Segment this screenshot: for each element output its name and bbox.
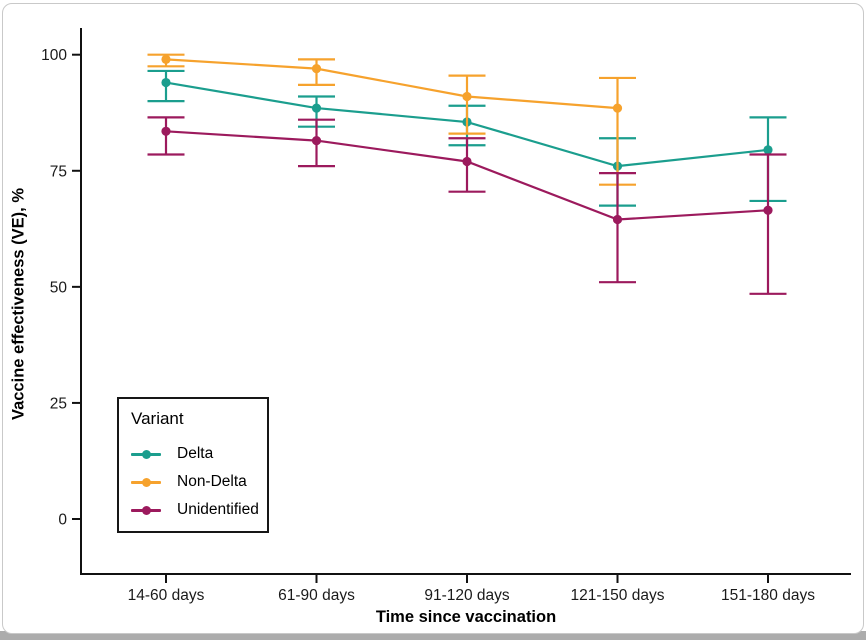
legend-label-unidentified: Unidentified <box>177 501 259 518</box>
data-point <box>161 126 171 136</box>
legend-entry-delta: Delta <box>131 440 255 468</box>
non-delta-line-marker-icon <box>131 477 161 487</box>
data-point <box>311 135 322 146</box>
delta-line-marker-icon <box>131 449 161 459</box>
legend: Variant Delta Non-Delta Unidentified <box>117 397 269 533</box>
x-tick-label: 14-60 days <box>128 587 205 604</box>
legend-entry-unidentified: Unidentified <box>131 496 259 524</box>
data-point <box>161 54 171 64</box>
x-tick-label: 61-90 days <box>278 587 355 604</box>
y-tick-label: 0 <box>58 512 67 529</box>
y-axis-title: Vaccine effectiveness (VE), % <box>9 187 28 421</box>
x-axis-title: Time since vaccination <box>375 608 557 626</box>
chart-canvas: 0 25 50 75 100 14-60 days 61-90 days 91-120 day… <box>41 28 851 604</box>
y-tick-label: 75 <box>50 163 67 180</box>
x-tick-label: 151-180 days <box>721 587 815 604</box>
y-tick-label: 25 <box>50 395 67 412</box>
legend-label-delta: Delta <box>177 445 214 462</box>
legend-label-non-delta: Non-Delta <box>177 473 247 490</box>
data-point <box>161 77 171 88</box>
chart-area: 0 25 50 75 100 14-60 days 61-90 days 91-120 day… <box>3 4 866 635</box>
y-tick-label: 50 <box>50 279 68 296</box>
data-point <box>311 64 322 74</box>
x-tick-label: 91-120 days <box>424 587 510 604</box>
data-point <box>612 214 623 225</box>
data-point <box>763 205 773 215</box>
x-tick-label: 121-150 days <box>571 587 665 604</box>
legend-entry-non-delta: Non-Delta <box>131 468 255 496</box>
data-point <box>763 145 773 155</box>
data-point <box>462 91 472 102</box>
unidentified-line-marker-icon <box>131 505 161 515</box>
data-point <box>612 103 623 113</box>
y-tick-label: 100 <box>41 47 67 64</box>
legend-title: Variant <box>131 409 184 428</box>
page-bottom-strip <box>0 631 866 640</box>
data-point <box>462 156 472 167</box>
data-point <box>311 103 322 113</box>
series-line <box>165 58 618 110</box>
figure-card: 0 25 50 75 100 14-60 days 61-90 days 91-120 day… <box>2 3 864 634</box>
